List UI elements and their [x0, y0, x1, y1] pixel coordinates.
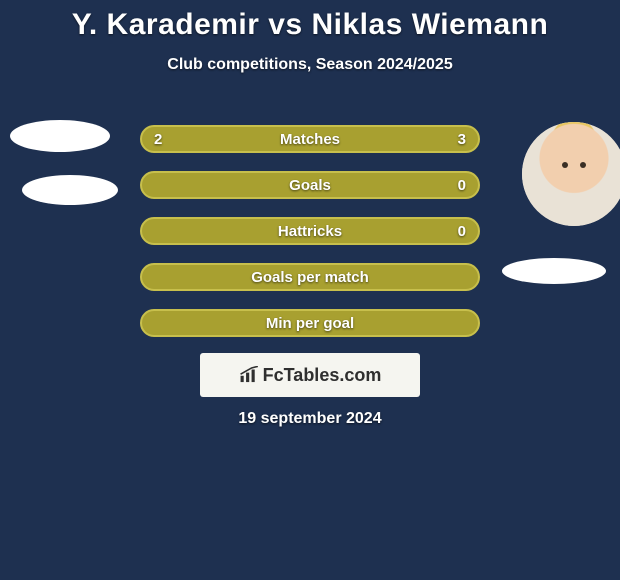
stat-label: Goals per match — [142, 265, 478, 289]
bars-icon — [239, 366, 261, 384]
brand-badge: FcTables.com — [200, 353, 420, 397]
stat-label: Hattricks — [142, 219, 478, 243]
page-title: Y. Karademir vs Niklas Wiemann — [0, 0, 620, 42]
stat-row: Goals per match — [140, 263, 480, 291]
stat-label: Goals — [142, 173, 478, 197]
subtitle: Club competitions, Season 2024/2025 — [0, 56, 620, 74]
stat-label: Min per goal — [142, 311, 478, 335]
stat-value-right: 0 — [458, 219, 466, 243]
brand-logo: FcTables.com — [239, 365, 382, 386]
stat-value-right: 3 — [458, 127, 466, 151]
stat-row: Hattricks0 — [140, 217, 480, 245]
stat-value-right: 0 — [458, 173, 466, 197]
player-left-avatar — [10, 120, 110, 152]
stat-row: Min per goal — [140, 309, 480, 337]
player-right-avatar — [522, 122, 620, 226]
face-icon — [522, 122, 620, 226]
stat-row: Matches2 3 — [140, 125, 480, 153]
player-right-avatar-shadow — [502, 258, 606, 284]
comparison-card: Y. Karademir vs Niklas Wiemann Club comp… — [0, 0, 620, 580]
brand-text: FcTables.com — [263, 365, 382, 386]
stat-row: Goals0 — [140, 171, 480, 199]
stat-label: Matches — [142, 127, 478, 151]
player-left-avatar-shadow — [22, 175, 118, 205]
comparison-chart: Matches23Goals0Hattricks0Goals per match… — [140, 125, 480, 355]
date-label: 19 september 2024 — [0, 410, 620, 428]
stat-value-left: 2 — [154, 127, 162, 151]
